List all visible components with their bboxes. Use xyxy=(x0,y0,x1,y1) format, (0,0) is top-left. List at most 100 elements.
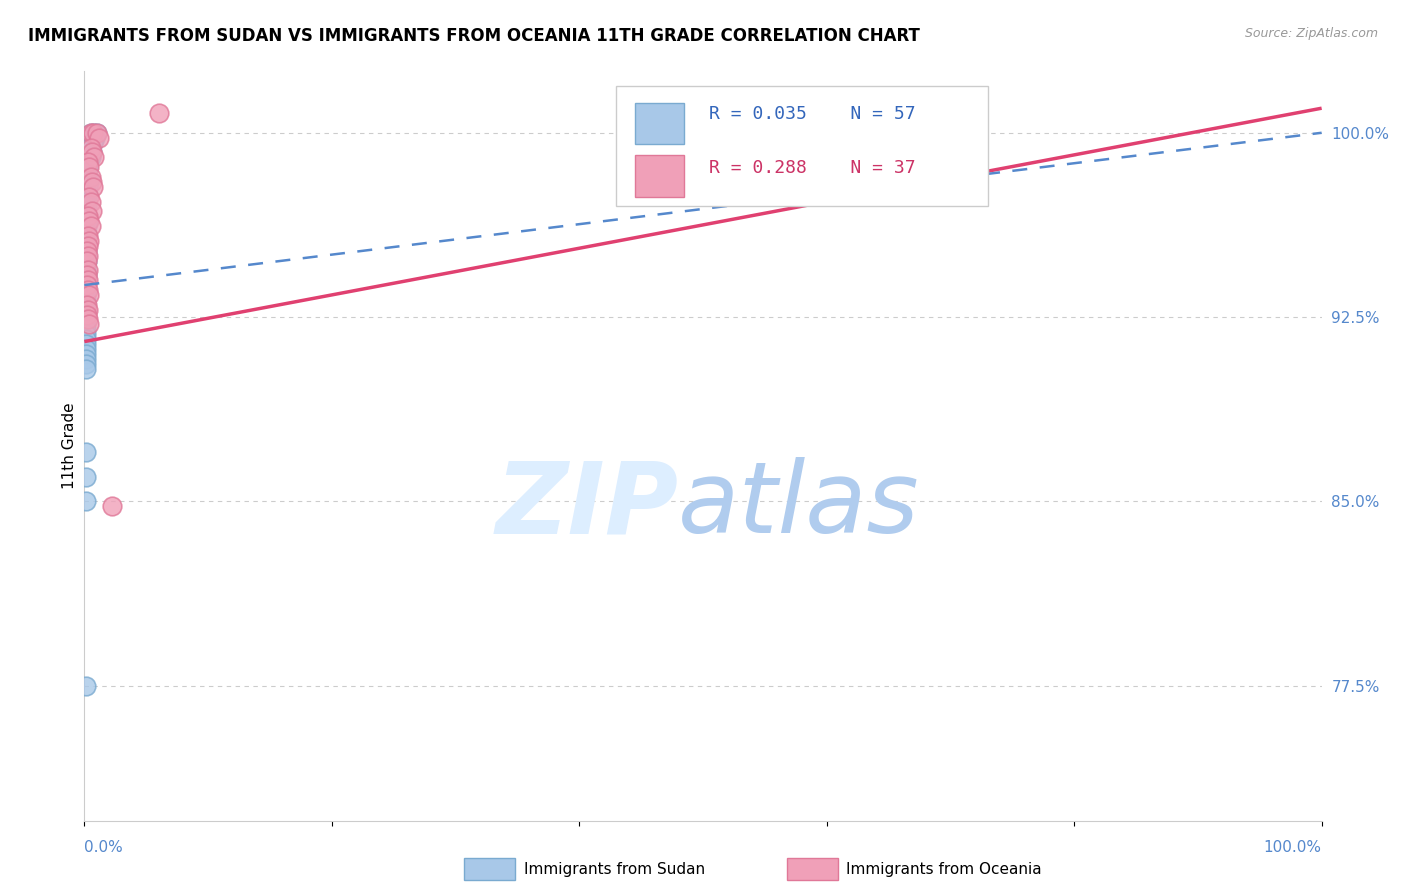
Point xyxy=(77,214,100,228)
Point xyxy=(100,499,122,513)
Text: IMMIGRANTS FROM SUDAN VS IMMIGRANTS FROM OCEANIA 11TH GRADE CORRELATION CHART: IMMIGRANTS FROM SUDAN VS IMMIGRANTS FROM… xyxy=(28,27,920,45)
Point xyxy=(79,175,101,189)
Point xyxy=(75,302,97,317)
Point xyxy=(75,337,97,351)
Text: Immigrants from Sudan: Immigrants from Sudan xyxy=(524,863,706,877)
Point xyxy=(80,145,103,160)
Point xyxy=(76,199,98,213)
Point xyxy=(75,445,97,459)
Point xyxy=(79,219,101,234)
Point xyxy=(83,126,105,140)
Point xyxy=(76,189,98,203)
Point xyxy=(75,361,97,376)
Point xyxy=(75,187,97,202)
Point xyxy=(76,278,98,293)
Point xyxy=(76,298,98,312)
Point xyxy=(76,244,98,258)
Point xyxy=(82,126,104,140)
Bar xyxy=(636,155,685,196)
Point xyxy=(76,229,98,244)
Point xyxy=(76,253,98,268)
Point xyxy=(75,293,97,307)
Point xyxy=(75,327,97,342)
Point xyxy=(75,332,97,346)
Point xyxy=(82,136,104,150)
Point xyxy=(75,494,97,508)
Point xyxy=(86,126,108,140)
Point xyxy=(75,322,97,336)
Point xyxy=(77,169,100,184)
Point xyxy=(82,179,104,194)
Bar xyxy=(636,103,685,144)
Point xyxy=(76,253,98,268)
Point xyxy=(75,679,97,693)
Text: 100.0%: 100.0% xyxy=(1264,840,1322,855)
Point xyxy=(84,130,107,145)
Point xyxy=(79,214,101,228)
Point xyxy=(77,312,100,326)
Point xyxy=(76,165,98,179)
Text: atlas: atlas xyxy=(678,458,920,555)
Text: R = 0.035    N = 57: R = 0.035 N = 57 xyxy=(709,105,915,123)
Point xyxy=(75,342,97,356)
Point xyxy=(77,263,100,277)
Point xyxy=(79,234,101,248)
Point xyxy=(77,155,100,169)
Point xyxy=(75,239,97,253)
Text: Immigrants from Oceania: Immigrants from Oceania xyxy=(846,863,1042,877)
Point xyxy=(76,219,98,234)
Point xyxy=(75,278,97,293)
Point xyxy=(79,126,101,140)
Text: 0.0%: 0.0% xyxy=(84,840,124,855)
Point xyxy=(76,185,98,199)
Point xyxy=(79,194,101,209)
Point xyxy=(77,179,100,194)
Point xyxy=(79,140,101,154)
Point xyxy=(75,224,97,238)
Point xyxy=(80,130,103,145)
Point xyxy=(75,204,97,219)
Point xyxy=(75,234,97,248)
Point xyxy=(76,308,98,322)
Point xyxy=(75,259,97,273)
Point xyxy=(75,288,97,302)
Point xyxy=(79,318,101,332)
Point xyxy=(77,302,100,317)
Point xyxy=(79,169,101,184)
Point xyxy=(76,268,98,283)
Text: Source: ZipAtlas.com: Source: ZipAtlas.com xyxy=(1244,27,1378,40)
Point xyxy=(79,189,101,203)
Point xyxy=(76,155,98,169)
Point xyxy=(79,150,101,164)
Point xyxy=(76,209,98,223)
Point xyxy=(76,244,98,258)
Point xyxy=(75,298,97,312)
Point xyxy=(77,239,100,253)
Point xyxy=(77,273,100,287)
Point xyxy=(79,126,101,140)
Point xyxy=(80,175,103,189)
Point xyxy=(76,268,98,283)
Point xyxy=(75,312,97,326)
Point xyxy=(83,150,105,164)
Point xyxy=(77,249,100,263)
Text: ZIP: ZIP xyxy=(495,458,678,555)
Point xyxy=(148,106,170,120)
Point xyxy=(77,160,100,174)
Point xyxy=(75,347,97,361)
Point xyxy=(86,126,108,140)
Point xyxy=(79,140,101,154)
Point xyxy=(77,209,100,223)
Point xyxy=(79,288,101,302)
Point xyxy=(75,263,97,277)
Point xyxy=(75,357,97,371)
Point xyxy=(75,283,97,297)
Point xyxy=(80,204,103,219)
Point xyxy=(79,160,101,174)
Point xyxy=(75,249,97,263)
Point xyxy=(75,308,97,322)
Point xyxy=(80,145,103,160)
Point xyxy=(75,194,97,209)
Point xyxy=(77,283,100,297)
Point xyxy=(77,229,100,244)
